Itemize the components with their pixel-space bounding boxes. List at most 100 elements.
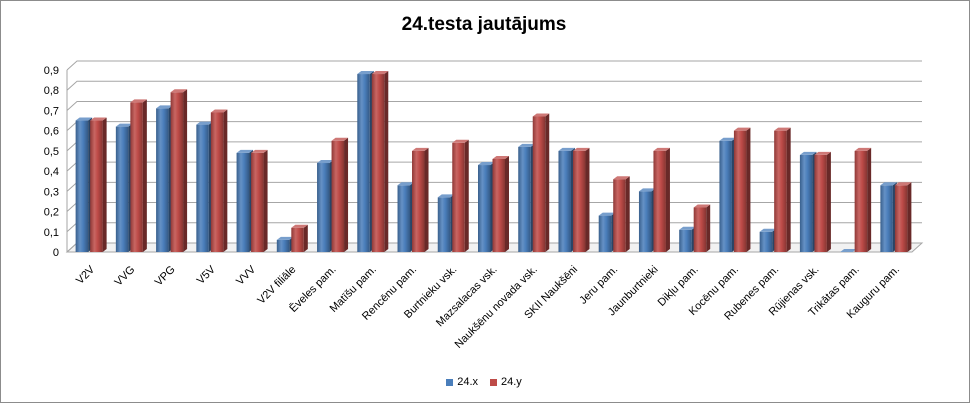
bar-side-24.y xyxy=(867,147,872,252)
y-tick-label: 0,3 xyxy=(44,186,59,198)
bar-24.x xyxy=(679,229,692,252)
bar-side-24.y xyxy=(384,71,389,253)
bar-top-24.x xyxy=(719,137,736,141)
bar-24.x xyxy=(397,185,411,252)
bar-top-24.x xyxy=(759,228,777,232)
bar-top-24.y xyxy=(653,147,670,151)
bar-top-24.y xyxy=(130,99,147,103)
x-tick-label: VVV xyxy=(234,263,259,288)
bar-side-24.y xyxy=(505,155,509,252)
bar-24.x xyxy=(75,120,89,252)
bar-top-24.y xyxy=(371,71,389,75)
bar-top-24.x xyxy=(840,249,857,252)
bar-24.x xyxy=(799,154,813,252)
bar-top-24.y xyxy=(452,139,469,143)
bar-24.x xyxy=(437,197,451,252)
y-tick-label: 0 xyxy=(53,247,59,259)
bar-side-24.y xyxy=(102,117,107,252)
bar-top-24.y xyxy=(331,137,349,141)
bar-top-24.y xyxy=(733,127,751,131)
bar-24.x xyxy=(115,126,129,252)
y-tick-label: 0,2 xyxy=(44,207,59,219)
bar-top-24.x xyxy=(799,151,817,155)
bar-top-24.y xyxy=(894,182,912,186)
bar-side-24.y xyxy=(424,147,429,252)
gridline xyxy=(66,80,922,91)
bar-24.y xyxy=(774,130,787,252)
bar-side-24.y xyxy=(303,224,308,252)
bar-side-24.y xyxy=(223,109,228,252)
bar-top-24.y xyxy=(854,147,872,151)
x-tick-label: VVG xyxy=(113,264,138,289)
bar-top-24.x xyxy=(276,236,294,240)
y-tick-label: 0,7 xyxy=(44,105,59,117)
bar-24.x xyxy=(196,124,209,252)
bar-24.y xyxy=(412,150,425,252)
bar-24.x xyxy=(638,191,652,252)
bar-24.y xyxy=(854,150,868,252)
bar-24.y xyxy=(331,140,345,252)
bar-top-24.x xyxy=(115,123,133,127)
bar-top-24.x xyxy=(437,194,455,198)
bar-24.x xyxy=(156,108,169,252)
bar-side-24.y xyxy=(263,149,268,252)
bar-24.x xyxy=(719,140,732,252)
bar-top-24.x xyxy=(638,188,656,192)
chart-legend: 24.x 24.y xyxy=(0,376,968,389)
bar-top-24.x xyxy=(397,182,415,186)
bar-side-24.y xyxy=(625,176,630,252)
legend-swatch xyxy=(446,378,454,386)
bar-side-24.y xyxy=(585,147,590,252)
bar-24.y xyxy=(894,185,908,252)
bar-24.y xyxy=(653,150,666,252)
legend-item: 24.x xyxy=(446,376,478,388)
bar-side-24.y xyxy=(665,147,670,252)
bar-top-24.y xyxy=(693,204,711,208)
x-tick-label: Jeru pam. xyxy=(577,264,620,307)
bar-side-24.y xyxy=(344,137,349,252)
bar-side-24.y xyxy=(545,113,550,252)
x-tick-label: V5V xyxy=(195,263,219,287)
bar-top-24.y xyxy=(170,89,188,93)
bar-top-24.y xyxy=(532,113,550,117)
bar-top-24.y xyxy=(291,224,308,228)
x-tick-label: V2V xyxy=(74,263,98,287)
bar-24.y xyxy=(291,227,304,252)
bar-side-24.y xyxy=(746,127,751,252)
bar-24.y xyxy=(814,154,827,252)
bar-24.y xyxy=(492,158,505,252)
bar-top-24.x xyxy=(317,160,334,164)
bar-top-24.x xyxy=(156,105,173,109)
bar-24.y xyxy=(371,74,385,253)
y-tick-label: 0,8 xyxy=(44,85,59,97)
bar-24.x xyxy=(478,165,491,252)
y-tick-label: 0,4 xyxy=(44,166,59,178)
bar-24.y xyxy=(170,92,184,252)
gridline xyxy=(66,141,922,152)
bar-24.x xyxy=(357,74,370,253)
legend-label: 24.y xyxy=(501,376,522,388)
bar-top-24.x xyxy=(75,117,93,121)
bar-24.y xyxy=(90,120,103,252)
bar-24.x xyxy=(317,163,330,252)
bar-top-24.x xyxy=(598,212,616,216)
bar-top-24.x xyxy=(880,182,897,186)
bar-side-24.y xyxy=(706,204,711,252)
bar-24.x xyxy=(759,231,773,252)
bar-top-24.y xyxy=(251,149,268,153)
bar-top-24.x xyxy=(357,71,374,75)
bar-side-24.y xyxy=(142,99,147,252)
bar-top-24.x xyxy=(679,226,696,230)
bar-24.y xyxy=(210,112,224,252)
legend-swatch xyxy=(490,378,497,386)
bar-24.x xyxy=(880,185,893,252)
gridline xyxy=(66,121,922,132)
legend-label: 24.x xyxy=(457,376,478,388)
bar-side-24.y xyxy=(826,151,831,252)
bar-side-24.y xyxy=(786,127,791,252)
bar-top-24.x xyxy=(196,121,213,125)
bar-24.y xyxy=(613,179,626,252)
x-tick-label: VPG xyxy=(153,264,178,289)
bar-top-24.y xyxy=(814,151,831,155)
